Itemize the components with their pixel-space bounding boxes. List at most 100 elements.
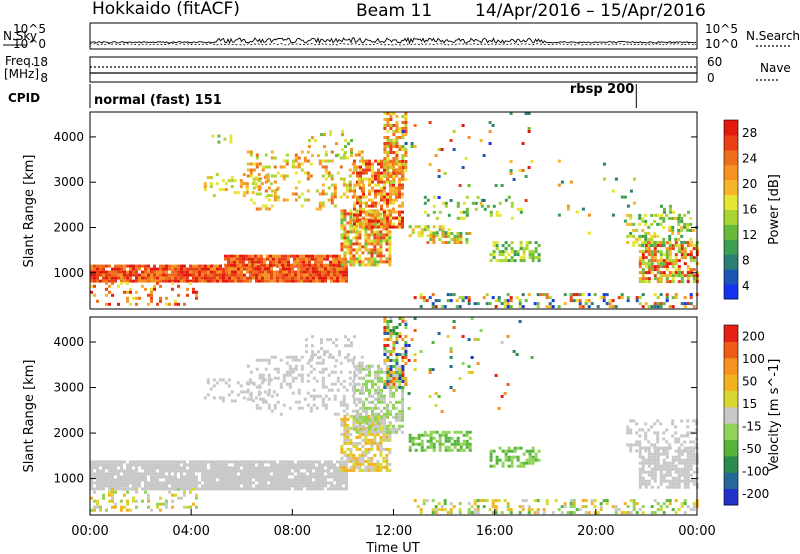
power-cell <box>542 293 546 297</box>
velocity-cell <box>392 377 396 380</box>
power-cell <box>566 207 570 211</box>
power-cell <box>426 228 430 232</box>
power-cell <box>647 265 651 269</box>
velocity-cell <box>408 433 412 437</box>
velocity-cell <box>468 430 472 434</box>
power-cell <box>665 293 669 297</box>
velocity-cell <box>614 508 618 512</box>
velocity-cell <box>153 478 156 482</box>
velocity-cell <box>162 460 165 464</box>
velocity-cell <box>246 460 249 464</box>
velocity-cell <box>389 371 393 374</box>
velocity-cell <box>446 335 450 338</box>
velocity-cell <box>327 481 330 485</box>
power-cell <box>288 276 291 280</box>
power-cell <box>404 178 408 181</box>
power-cell <box>392 198 395 202</box>
velocity-cell <box>150 481 153 485</box>
velocity-colorbar-label: Velocity [m s^-1] <box>767 359 782 472</box>
power-cell <box>321 183 325 187</box>
power-cell <box>147 279 150 283</box>
velocity-cell <box>647 440 651 444</box>
power-cell <box>276 198 280 202</box>
power-cell <box>374 177 377 181</box>
power-cell <box>663 210 666 214</box>
velocity-cell <box>126 502 129 506</box>
velocity-cell <box>216 466 219 470</box>
velocity-cell <box>333 397 337 401</box>
power-cell <box>569 293 573 297</box>
power-cell <box>429 231 433 235</box>
power-cell <box>198 267 201 271</box>
velocity-cell <box>320 341 323 345</box>
power-cell <box>467 302 471 306</box>
power-cell <box>186 273 189 277</box>
velocity-cell <box>252 460 255 464</box>
velocity-cell <box>324 367 328 371</box>
power-cell <box>364 245 368 249</box>
velocity-cell <box>255 478 258 482</box>
velocity-cell <box>686 455 690 459</box>
velocity-cell <box>368 406 371 410</box>
velocity-cell <box>204 469 207 473</box>
power-cell <box>318 267 321 271</box>
velocity-cell <box>388 435 392 439</box>
velocity-cell <box>467 502 471 506</box>
power-cell <box>495 210 499 214</box>
power-cell <box>324 159 328 163</box>
velocity-cell <box>245 390 249 394</box>
power-cell <box>398 219 401 223</box>
velocity-cell <box>361 429 365 433</box>
velocity-cell <box>120 508 123 512</box>
velocity-cell <box>355 426 359 430</box>
power-cell <box>195 264 198 268</box>
velocity-cell <box>189 481 192 485</box>
power-cell <box>674 237 678 241</box>
velocity-cell <box>626 431 630 435</box>
power-cell <box>192 270 195 274</box>
power-cell <box>650 243 654 247</box>
velocity-cell <box>584 511 588 515</box>
velocity-cell <box>159 475 162 479</box>
power-cell <box>239 182 243 186</box>
power-cell <box>383 219 386 223</box>
velocity-cell <box>683 440 687 444</box>
power-cell <box>192 290 195 294</box>
velocity-cell <box>674 476 678 480</box>
power-cell <box>480 204 484 208</box>
velocity-cell <box>476 505 480 509</box>
power-cell <box>644 244 648 248</box>
power-cell <box>388 230 392 234</box>
power-cell <box>528 253 532 257</box>
power-cell <box>347 142 350 146</box>
power-cell <box>276 186 280 190</box>
velocity-cell <box>376 444 380 448</box>
velocity-cell <box>680 502 684 506</box>
power-cell <box>216 270 219 274</box>
power-cell <box>231 273 234 277</box>
velocity-cell <box>213 460 216 464</box>
power-cell <box>320 254 323 258</box>
power-cell <box>521 142 525 145</box>
velocity-cell <box>282 379 286 383</box>
velocity-cell <box>102 481 105 485</box>
velocity-cell <box>111 496 114 500</box>
power-cell <box>224 263 227 267</box>
velocity-cell <box>383 359 387 362</box>
velocity-cell <box>386 386 390 389</box>
velocity-cell <box>404 383 408 386</box>
power-cell <box>293 263 296 267</box>
velocity-cell <box>659 452 663 456</box>
power-cell <box>647 259 651 263</box>
power-cell <box>370 257 374 261</box>
velocity-cell <box>371 394 374 398</box>
power-cell <box>344 257 347 261</box>
velocity-heatmap-cells <box>90 317 699 515</box>
power-cell <box>644 222 648 226</box>
power-cell <box>177 279 180 283</box>
velocity-cell <box>273 484 276 488</box>
power-cell <box>383 192 386 196</box>
velocity-cell <box>668 467 672 471</box>
velocity-cell <box>509 508 513 512</box>
power-cell <box>629 234 633 238</box>
